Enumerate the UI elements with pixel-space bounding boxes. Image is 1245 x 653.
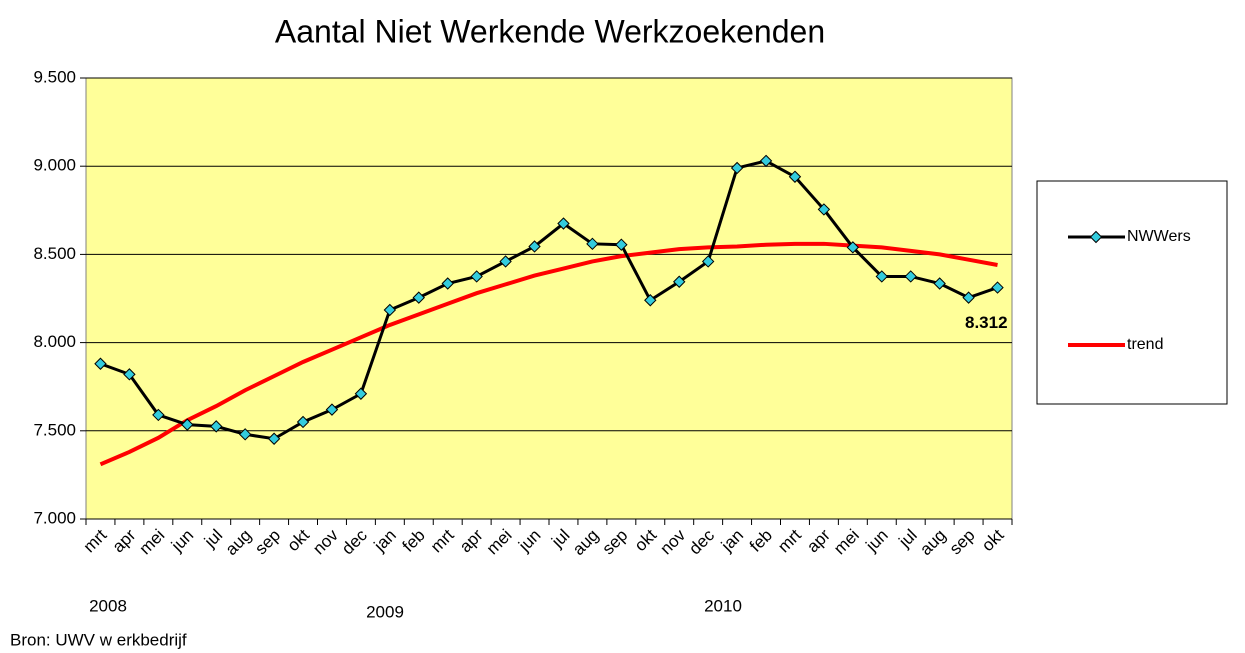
x-tick-label: nov (309, 525, 342, 558)
year-label: 2009 (366, 602, 404, 621)
x-tick-label: mrt (427, 525, 458, 556)
chart-title: Aantal Niet Werkende Werkzoekenden (275, 13, 825, 49)
marker (325, 403, 339, 416)
x-tick-label: jan (370, 526, 400, 556)
marker (759, 154, 773, 168)
marker (673, 275, 686, 288)
x-tick-label: jul (895, 526, 921, 552)
x-tick-label: mei (830, 526, 863, 559)
series-line (99, 241, 998, 467)
legend-box (1036, 180, 1228, 405)
marker (499, 255, 512, 268)
x-tick-label: apr (803, 525, 834, 556)
marker (701, 255, 715, 268)
marker (730, 161, 744, 175)
x-tick-label: jan (717, 526, 747, 556)
x-tick-label: mrt (774, 525, 805, 556)
x-tick-label: apr (109, 525, 140, 556)
x-tick-label: dec (685, 525, 718, 558)
x-tick-label: sep (599, 526, 632, 559)
marker (296, 415, 310, 429)
marker (210, 420, 223, 433)
x-tick-label: dec (338, 525, 371, 558)
marker (412, 291, 425, 304)
marker (238, 428, 252, 441)
marker (528, 240, 541, 253)
legend-marker (1089, 230, 1103, 244)
x-tick-label: okt (631, 525, 661, 555)
x-tick-label: sep (946, 526, 979, 559)
x-tick-label: jul (547, 526, 573, 552)
x-tick-label: aug (569, 526, 602, 559)
marker (875, 270, 888, 283)
marker (557, 217, 570, 230)
x-tick-label: feb (399, 526, 429, 556)
marker (615, 238, 628, 251)
y-tick-label: 7.000 (33, 508, 76, 527)
marker (788, 170, 802, 183)
data-label: 8.312 (965, 313, 1008, 332)
marker (933, 277, 946, 290)
x-tick-label: jun (514, 526, 544, 556)
legend-label: NWWers (1127, 228, 1191, 245)
legend-label: trend (1127, 336, 1163, 353)
marker (123, 368, 136, 381)
marker (904, 270, 917, 283)
marker (152, 408, 165, 422)
y-tick-label: 9.000 (33, 156, 76, 175)
y-tick-label: 7.500 (33, 420, 76, 439)
x-tick-label: jun (862, 526, 892, 556)
marker (354, 387, 368, 400)
marker (470, 270, 483, 283)
source-note: Bron: UWV w erkbedrijf (10, 630, 187, 649)
x-tick-label: mrt (80, 525, 111, 556)
y-tick-label: 9.500 (33, 67, 76, 86)
x-tick-label: mei (483, 526, 516, 559)
marker (267, 432, 281, 445)
marker (383, 303, 397, 317)
y-tick-label: 8.000 (33, 332, 76, 351)
x-tick-label: jun (167, 526, 197, 556)
x-tick-label: sep (251, 526, 284, 559)
marker (94, 357, 107, 370)
year-label: 2008 (89, 596, 127, 615)
x-tick-label: mei (136, 526, 169, 559)
x-tick-label: aug (916, 526, 949, 559)
marker (644, 294, 657, 307)
marker (846, 241, 860, 254)
x-tick-label: okt (978, 525, 1008, 555)
marker (441, 277, 454, 290)
marker (181, 418, 194, 431)
x-tick-label: feb (746, 526, 776, 556)
y-tick-label: 8.500 (33, 244, 76, 263)
x-tick-label: apr (456, 525, 487, 556)
marker (586, 237, 599, 251)
marker (962, 291, 975, 304)
year-label: 2010 (704, 596, 742, 615)
marker (817, 203, 831, 216)
x-tick-label: okt (284, 525, 314, 555)
x-tick-label: nov (656, 525, 689, 558)
x-tick-label: jul (200, 526, 226, 552)
marker (991, 281, 1004, 294)
plot-area (85, 77, 1013, 520)
x-tick-label: aug (222, 526, 255, 559)
